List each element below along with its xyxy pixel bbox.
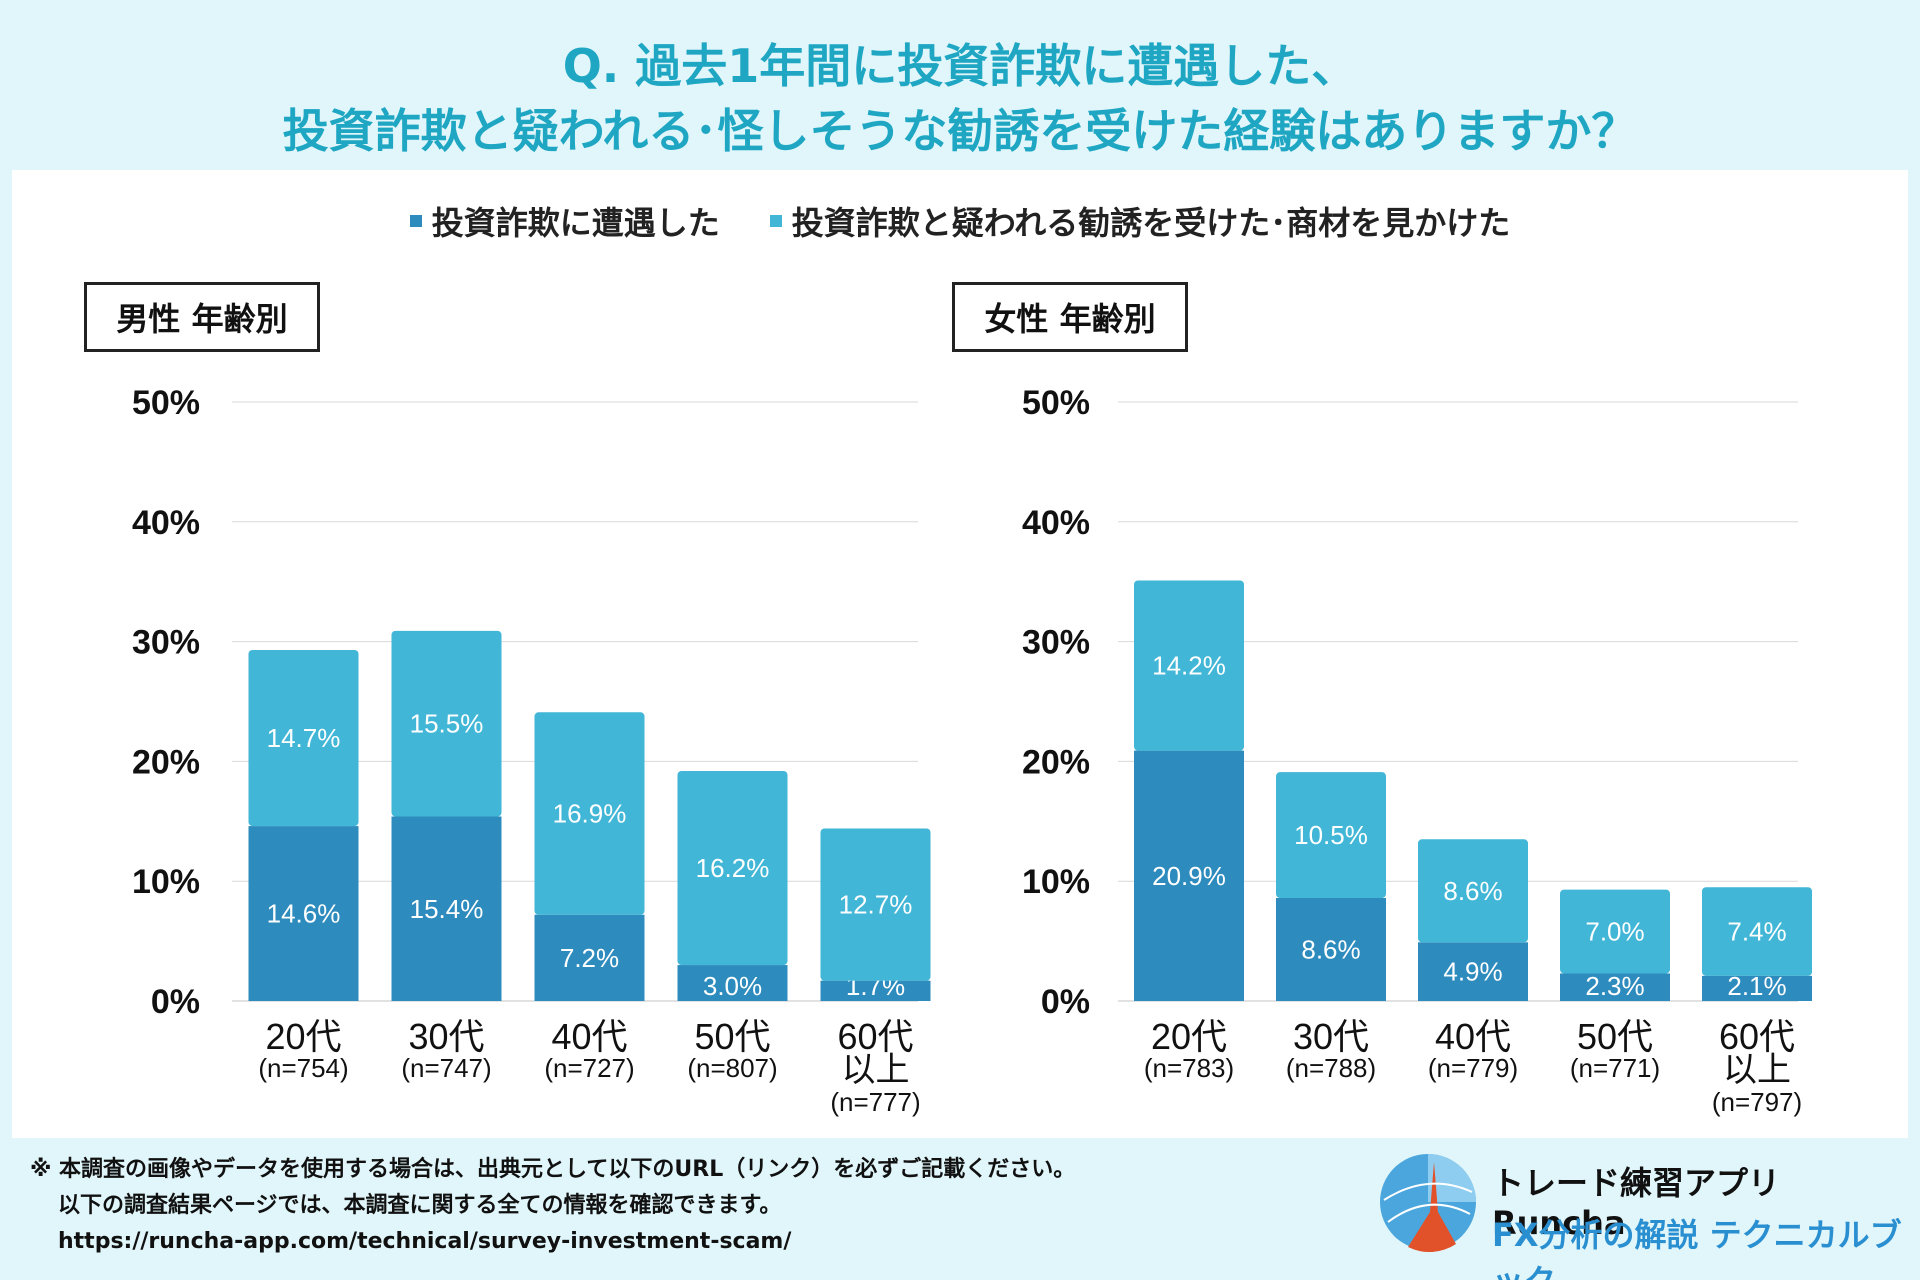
male-bar-solicited xyxy=(820,828,931,981)
female-bar-solicited xyxy=(1276,772,1386,898)
female-ytick-label: 40% xyxy=(1022,504,1090,542)
male-bar-encountered xyxy=(820,980,931,1001)
male-category-label: 40代 xyxy=(551,1016,627,1057)
male-category-sublabel: 以上 xyxy=(842,1051,910,1089)
female-category-sublabel: 以上 xyxy=(1723,1051,1791,1089)
page-title-line1: Q. 過去1年間に投資詐欺に遭遇した、 xyxy=(562,39,1358,93)
footer-url-link[interactable]: https://runcha-app.com/technical/survey-… xyxy=(58,1229,792,1254)
male-bar-encountered xyxy=(391,816,502,1001)
footer-notes: ※ 本調査の画像やデータを使用する場合は、出典元として以下のURL（リンク）を必… xyxy=(30,1152,1075,1260)
male-category-label: 50代 xyxy=(694,1016,770,1057)
female-bar-encountered xyxy=(1134,750,1244,1001)
female-category-n: (n=783) xyxy=(1144,1053,1234,1083)
female-bar-solicited xyxy=(1418,839,1528,943)
runcha-logo-icon xyxy=(1380,1154,1476,1252)
female-category-label: 60代 xyxy=(1719,1016,1795,1057)
male-bar-encountered xyxy=(534,914,645,1001)
male-ytick-label: 0% xyxy=(151,983,200,1021)
female-data-label: 2.1% xyxy=(1727,971,1786,1001)
legend-item-solicited: 投資詐欺と疑われる勧誘を受けた･商材を見かけた xyxy=(769,198,1511,244)
female-bar-encountered xyxy=(1276,897,1386,1001)
male-category-label: 30代 xyxy=(408,1016,484,1057)
female-data-label: 14.2% xyxy=(1152,651,1226,681)
female-ytick-label: 10% xyxy=(1022,863,1090,901)
female-ytick-label: 0% xyxy=(1041,983,1090,1021)
female-data-label: 8.6% xyxy=(1443,876,1502,906)
male-data-label: 7.2% xyxy=(560,943,619,973)
male-ytick-label: 50% xyxy=(132,384,200,422)
male-bar-solicited xyxy=(677,770,788,966)
female-ytick-label: 20% xyxy=(1022,743,1090,781)
female-data-label: 2.3% xyxy=(1585,971,1644,1001)
male-data-label: 16.9% xyxy=(553,799,627,829)
male-data-label: 16.2% xyxy=(696,853,770,883)
female-bar-encountered xyxy=(1560,973,1670,1001)
male-data-label: 14.7% xyxy=(267,723,341,753)
male-bar-encountered xyxy=(248,826,359,1001)
male-category-n: (n=747) xyxy=(401,1053,491,1083)
legend: 投資詐欺に遭遇した 投資詐欺と疑われる勧誘を受けた･商材を見かけた xyxy=(0,198,1920,244)
male-data-label: 15.5% xyxy=(410,709,484,739)
chart-title-male: 男性 年齢別 xyxy=(84,282,320,352)
male-data-label: 12.7% xyxy=(839,890,913,920)
male-ytick-label: 40% xyxy=(132,504,200,542)
brand-subtitle: FX分析の解説 テクニカルブック xyxy=(1492,1216,1902,1280)
female-data-label: 7.4% xyxy=(1727,917,1786,947)
female-category-label: 20代 xyxy=(1151,1016,1227,1057)
female-bar-solicited xyxy=(1134,580,1244,751)
legend-label-solicited: 投資詐欺と疑われる勧誘を受けた･商材を見かけた xyxy=(791,204,1511,242)
footer-line2: 以下の調査結果ページでは、本調査に関する全ての情報を確認できます。 xyxy=(58,1193,782,1218)
male-ytick-label: 20% xyxy=(132,743,200,781)
female-data-label: 10.5% xyxy=(1294,820,1368,850)
footer-line1: ※ 本調査の画像やデータを使用する場合は、出典元として以下のURL（リンク）を必… xyxy=(30,1157,1076,1182)
male-bar-solicited xyxy=(248,649,359,827)
male-ytick-label: 10% xyxy=(132,863,200,901)
male-ytick-label: 30% xyxy=(132,624,200,662)
title-banner: Q. 過去1年間に投資詐欺に遭遇した、 投資詐欺と疑われる･怪しそうな勧誘を受け… xyxy=(0,0,1920,166)
legend-item-encountered: 投資詐欺に遭遇した xyxy=(409,198,720,244)
male-category-n: (n=777) xyxy=(830,1087,920,1117)
female-data-label: 7.0% xyxy=(1585,917,1644,947)
female-ytick-label: 50% xyxy=(1022,384,1090,422)
female-category-n: (n=779) xyxy=(1428,1053,1518,1083)
female-bar-encountered xyxy=(1418,942,1528,1001)
female-ytick-label: 30% xyxy=(1022,624,1090,662)
female-category-label: 50代 xyxy=(1577,1016,1653,1057)
male-data-label: 14.6% xyxy=(267,899,341,929)
male-data-label: 15.4% xyxy=(410,894,484,924)
page-title-line2: 投資詐欺と疑われる･怪しそうな勧誘を受けた経験はありますか？ xyxy=(282,104,1638,158)
female-bar-solicited xyxy=(1560,889,1670,974)
female-data-label: 4.9% xyxy=(1443,957,1502,987)
male-category-n: (n=807) xyxy=(687,1053,777,1083)
male-category-n: (n=754) xyxy=(258,1053,348,1083)
female-category-n: (n=771) xyxy=(1570,1053,1660,1083)
legend-swatch-encountered xyxy=(409,215,422,227)
male-category-label: 20代 xyxy=(265,1016,341,1057)
female-category-n: (n=788) xyxy=(1286,1053,1376,1083)
female-bar-solicited xyxy=(1702,887,1812,976)
male-data-label: 3.0% xyxy=(703,971,762,1001)
brand-name: トレード練習アプリ Runcha xyxy=(1492,1164,1781,1242)
female-category-n: (n=797) xyxy=(1712,1087,1802,1117)
female-data-label: 8.6% xyxy=(1301,934,1360,964)
male-category-n: (n=727) xyxy=(544,1053,634,1083)
male-bar-solicited xyxy=(534,712,645,915)
legend-label-encountered: 投資詐欺に遭遇した xyxy=(431,204,720,242)
charts-svg: 0%10%20%30%40%50%14.6%14.7%20代(n=754)15.… xyxy=(132,384,1812,1117)
male-category-label: 60代 xyxy=(837,1016,913,1057)
male-bar-solicited xyxy=(391,630,502,817)
female-category-label: 30代 xyxy=(1293,1016,1369,1057)
female-category-label: 40代 xyxy=(1435,1016,1511,1057)
male-bar-encountered xyxy=(677,965,788,1001)
female-data-label: 20.9% xyxy=(1152,861,1226,891)
legend-swatch-solicited xyxy=(769,215,782,227)
chart-title-female: 女性 年齢別 xyxy=(952,282,1188,352)
female-bar-encountered xyxy=(1702,975,1812,1001)
